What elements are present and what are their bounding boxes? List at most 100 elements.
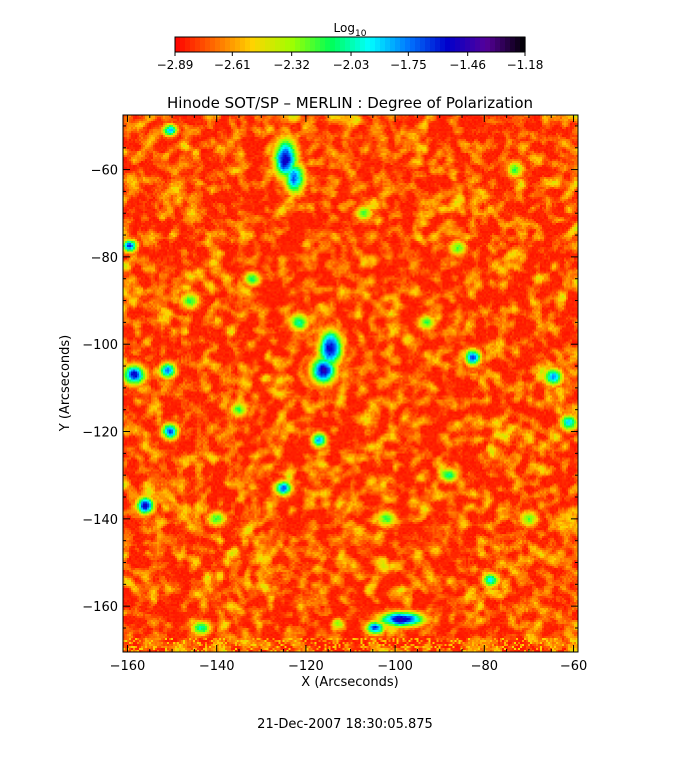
colorbar-swatch [235, 37, 241, 52]
colorbar-swatch [385, 37, 391, 52]
colorbar-swatch [405, 37, 411, 52]
colorbar-swatch [295, 37, 301, 52]
x-tick-label: −160 [110, 659, 146, 674]
colorbar-swatch [465, 37, 471, 52]
colorbar-swatch [505, 37, 511, 52]
colorbar-swatch [290, 37, 296, 52]
footer-timestamp: 21-Dec-2007 18:30:05.875 [257, 717, 433, 732]
colorbar-swatch [220, 37, 226, 52]
colorbar-swatch [305, 37, 311, 52]
x-tick-label: −140 [199, 659, 235, 674]
colorbar-swatch [250, 37, 256, 52]
colorbar-swatch [450, 37, 456, 52]
colorbar-swatch [360, 37, 366, 52]
colorbar-swatch [225, 37, 231, 52]
colorbar-swatch [315, 37, 321, 52]
colorbar-swatch [175, 37, 181, 52]
colorbar-tick-label: −1.75 [390, 58, 427, 72]
colorbar-swatch [350, 37, 356, 52]
colorbar-swatch [395, 37, 401, 52]
plot-area: −160 −140 −120 −100 −80 −60 −60 −80 −100 −120 −14… [82, 114, 587, 674]
colorbar-swatch [345, 37, 351, 52]
colorbar-swatch [425, 37, 431, 52]
colorbar-swatch [270, 37, 276, 52]
colorbar-tick-label: −2.89 [157, 58, 194, 72]
y-tick-label: −140 [82, 513, 118, 528]
colorbar-swatch [370, 37, 376, 52]
colorbar-label-subscript: 10 [355, 29, 367, 39]
colorbar-swatch [420, 37, 426, 52]
colorbar-swatch [330, 37, 336, 52]
colorbar-swatch [415, 37, 421, 52]
colorbar-tick-label: −1.18 [507, 58, 544, 72]
x-tick-label: −80 [471, 659, 498, 674]
colorbar-swatch [180, 37, 186, 52]
colorbar-swatch [380, 37, 386, 52]
colorbar-gradient [175, 37, 526, 52]
colorbar-swatch [455, 37, 461, 52]
colorbar-tick-label: −1.46 [449, 58, 486, 72]
colorbar-swatch [320, 37, 326, 52]
y-tick-label: −80 [91, 251, 118, 266]
colorbar-swatch [485, 37, 491, 52]
colorbar-swatch [215, 37, 221, 52]
chart-title: Hinode SOT/SP – MERLIN : Degree of Polar… [167, 94, 533, 112]
colorbar-swatch [440, 37, 446, 52]
y-tick-label: −160 [82, 600, 118, 615]
colorbar-label-main: Log [334, 21, 355, 35]
colorbar-swatch [400, 37, 406, 52]
x-tick-label: −100 [377, 659, 413, 674]
colorbar-swatch [365, 37, 371, 52]
colorbar-frame [174, 36, 526, 53]
colorbar-swatch [510, 37, 516, 52]
y-axis-title: Y (Arcseconds) [58, 335, 73, 432]
colorbar-swatch [515, 37, 521, 52]
colorbar-swatch [490, 37, 496, 52]
x-tick-label: −60 [560, 659, 587, 674]
colorbar-swatch [340, 37, 346, 52]
colorbar-swatch [325, 37, 331, 52]
colorbar-swatch [300, 37, 306, 52]
colorbar-swatch [245, 37, 251, 52]
colorbar-swatch [375, 37, 381, 52]
colorbar-swatch [460, 37, 466, 52]
colorbar-swatch [355, 37, 361, 52]
colorbar-label: Log10 [334, 21, 367, 39]
colorbar-tick-label: −2.32 [273, 58, 310, 72]
colorbar-swatch [390, 37, 396, 52]
colorbar-swatch [475, 37, 481, 52]
x-axis-title: X (Arcseconds) [301, 675, 398, 690]
heatmap-image [123, 115, 578, 652]
colorbar-swatch [520, 37, 526, 52]
colorbar-swatch [255, 37, 261, 52]
y-tick-label: −100 [82, 338, 118, 353]
colorbar: Log10 −2.89 −2.61 −2.32 −2.03 −1.75 −1.46 −1.1… [157, 21, 544, 72]
colorbar-swatch [500, 37, 506, 52]
y-tick-label: −60 [91, 164, 118, 179]
colorbar-swatch [495, 37, 501, 52]
x-tick-label: −120 [288, 659, 324, 674]
colorbar-swatch [190, 37, 196, 52]
colorbar-swatch [285, 37, 291, 52]
colorbar-swatch [470, 37, 476, 52]
colorbar-ticks: −2.89 −2.61 −2.32 −2.03 −1.75 −1.46 −1.18 [157, 52, 544, 72]
colorbar-swatch [265, 37, 271, 52]
colorbar-tick-label: −2.03 [333, 58, 370, 72]
colorbar-swatch [480, 37, 486, 52]
colorbar-swatch [435, 37, 441, 52]
colorbar-swatch [335, 37, 341, 52]
colorbar-swatch [195, 37, 201, 52]
colorbar-swatch [210, 37, 216, 52]
colorbar-tick-label: −2.61 [214, 58, 251, 72]
y-tick-label: −120 [82, 426, 118, 441]
colorbar-swatch [430, 37, 436, 52]
colorbar-swatch [185, 37, 191, 52]
colorbar-swatch [205, 37, 211, 52]
colorbar-swatch [280, 37, 286, 52]
colorbar-swatch [410, 37, 416, 52]
colorbar-swatch [200, 37, 206, 52]
y-axis-ticks: −60 −80 −100 −120 −140 −160 [82, 125, 578, 629]
colorbar-swatch [260, 37, 266, 52]
